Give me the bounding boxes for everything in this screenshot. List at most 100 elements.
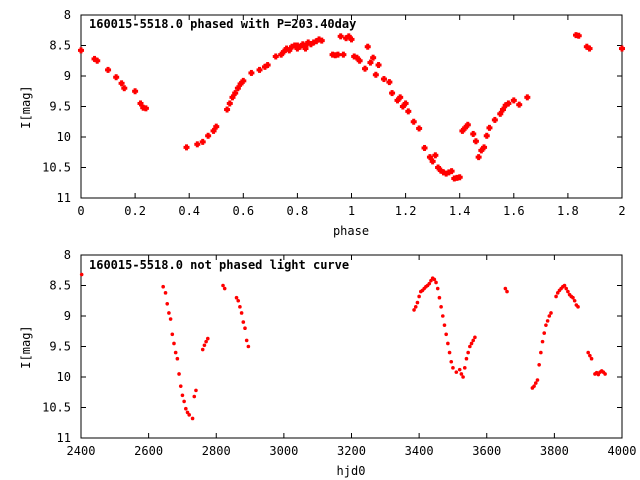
data-point — [571, 295, 575, 300]
y-tick-label: 8 — [64, 8, 71, 22]
data-point — [459, 372, 464, 376]
data-point — [402, 100, 409, 107]
data-point — [449, 359, 454, 364]
data-point — [389, 90, 396, 97]
data-point — [549, 311, 553, 315]
data-point — [586, 350, 590, 355]
data-point — [503, 286, 508, 291]
data-point — [239, 311, 244, 315]
y-axis-label: I[mag] — [19, 85, 33, 128]
data-point — [473, 335, 477, 340]
data-point — [246, 344, 251, 349]
data-point — [535, 378, 540, 382]
data-point — [372, 71, 379, 78]
data-point — [416, 125, 423, 132]
data-point — [497, 110, 504, 117]
data-point — [544, 323, 548, 327]
data-point — [619, 45, 625, 52]
data-point — [190, 416, 195, 421]
data-point — [202, 343, 207, 348]
data-point — [375, 62, 382, 69]
y-tick-label: 10 — [57, 370, 71, 384]
data-point — [446, 341, 450, 346]
data-point — [461, 375, 465, 379]
data-point — [532, 384, 536, 388]
y-tick-label: 9.5 — [49, 340, 71, 354]
data-point — [537, 363, 541, 367]
data-point — [440, 314, 445, 318]
y-tick-label: 8.5 — [49, 39, 71, 53]
data-point — [161, 284, 165, 289]
data-point — [340, 51, 347, 58]
data-point — [213, 123, 220, 130]
unphased-light-curve-panel: 160015-5518.0 not phased light curve hjd… — [19, 248, 636, 478]
data-point — [481, 144, 488, 151]
data-point — [429, 158, 436, 165]
data-point — [118, 80, 125, 87]
data-point — [177, 372, 181, 376]
data-point — [588, 353, 592, 358]
data-point — [462, 366, 467, 370]
data-point — [204, 339, 208, 344]
data-point — [540, 339, 545, 344]
y-tick-label: 10.5 — [42, 401, 71, 415]
data-point — [434, 280, 438, 285]
data-point — [200, 347, 205, 352]
data-point — [456, 174, 463, 181]
data-point — [178, 384, 183, 388]
data-point — [187, 413, 191, 417]
x-tick-label: 2800 — [202, 444, 231, 458]
data-points — [79, 272, 607, 421]
data-point — [182, 399, 186, 404]
data-point — [175, 356, 180, 361]
data-point — [524, 94, 531, 101]
data-point — [471, 338, 476, 343]
data-point — [180, 393, 185, 398]
x-tick-label: 1.6 — [503, 204, 525, 218]
data-point — [192, 394, 197, 399]
data-point — [469, 341, 474, 346]
x-tick-label: 3800 — [540, 444, 569, 458]
data-point — [483, 132, 490, 139]
y-tick-label: 9 — [64, 69, 71, 83]
data-point — [586, 45, 593, 52]
data-point — [603, 372, 607, 376]
data-point — [533, 381, 538, 385]
axis-ticks: 2400 2600 2800 3000 3200 3400 3600 3800 4000 8 8.5… — [42, 248, 636, 458]
data-point — [421, 144, 428, 151]
data-point — [505, 289, 509, 294]
data-point — [542, 331, 547, 335]
data-point — [264, 62, 271, 69]
data-point — [234, 85, 241, 92]
data-point — [362, 65, 369, 72]
data-point — [222, 286, 227, 291]
chart-title: 160015-5518.0 not phased light curve — [89, 258, 349, 272]
data-point — [168, 317, 173, 321]
data-point — [224, 106, 231, 113]
data-point — [232, 90, 239, 97]
data-point — [576, 305, 580, 309]
data-point — [464, 356, 469, 361]
data-point — [432, 277, 437, 282]
data-point — [442, 323, 447, 327]
data-point — [539, 350, 543, 355]
x-axis-label: phase — [333, 224, 369, 238]
data-point — [575, 32, 582, 39]
data-point — [380, 76, 387, 83]
x-tick-label: 0.4 — [178, 204, 200, 218]
data-point — [370, 54, 377, 61]
data-point — [205, 336, 210, 341]
y-axis-label: I[mag] — [19, 325, 33, 368]
data-point — [248, 69, 255, 76]
data-point — [163, 291, 168, 295]
data-point — [167, 311, 171, 315]
x-tick-label: 2 — [618, 204, 625, 218]
y-tick-label: 11 — [57, 191, 71, 205]
data-point — [466, 350, 470, 355]
data-point — [589, 356, 594, 361]
phased-light-curve-panel: 160015-5518.0 phased with P=203.40day ph… — [19, 8, 626, 238]
y-tick-label: 8.5 — [49, 279, 71, 293]
data-point — [238, 305, 242, 309]
data-point — [562, 283, 567, 288]
